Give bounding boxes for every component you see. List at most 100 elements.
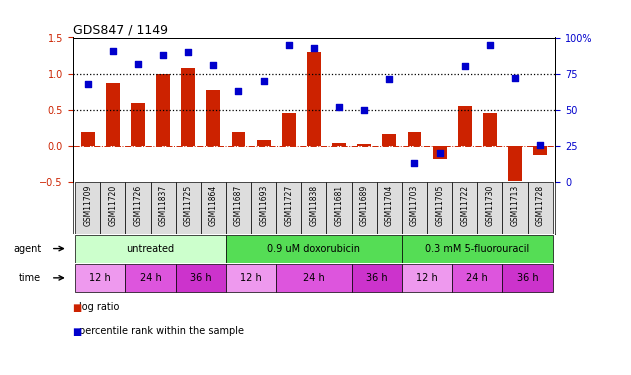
FancyBboxPatch shape [528, 182, 553, 234]
Text: GSM11728: GSM11728 [536, 185, 545, 226]
Bar [508, 146, 522, 181]
FancyBboxPatch shape [175, 264, 226, 292]
Point [435, 150, 445, 156]
Bar [257, 140, 271, 146]
FancyBboxPatch shape [351, 264, 402, 292]
Text: ■: ■ [73, 327, 82, 338]
Text: GSM11864: GSM11864 [209, 185, 218, 226]
FancyBboxPatch shape [151, 182, 175, 234]
Text: 36 h: 36 h [190, 273, 211, 283]
FancyBboxPatch shape [201, 182, 226, 234]
FancyBboxPatch shape [326, 182, 351, 234]
FancyBboxPatch shape [226, 234, 402, 262]
Text: percentile rank within the sample: percentile rank within the sample [79, 326, 244, 336]
FancyBboxPatch shape [126, 182, 151, 234]
Point [158, 52, 168, 58]
Text: log ratio: log ratio [79, 302, 119, 312]
Text: GSM11713: GSM11713 [510, 185, 519, 226]
Text: 12 h: 12 h [240, 273, 262, 283]
Text: GSM11722: GSM11722 [460, 185, 469, 226]
Text: 12 h: 12 h [416, 273, 438, 283]
Text: GSM11703: GSM11703 [410, 185, 419, 226]
FancyBboxPatch shape [226, 182, 251, 234]
Bar [181, 68, 195, 146]
FancyBboxPatch shape [75, 182, 100, 234]
Bar [408, 132, 422, 146]
Text: GSM11725: GSM11725 [184, 185, 192, 226]
Text: agent: agent [13, 244, 41, 254]
Bar [483, 114, 497, 146]
Bar [206, 90, 220, 146]
Point [309, 45, 319, 51]
Text: GSM11689: GSM11689 [360, 185, 369, 226]
Text: GSM11838: GSM11838 [309, 185, 319, 226]
FancyBboxPatch shape [377, 182, 402, 234]
Text: GSM11727: GSM11727 [285, 185, 293, 226]
Text: GSM11693: GSM11693 [259, 185, 268, 226]
FancyBboxPatch shape [276, 182, 302, 234]
Point [183, 49, 193, 55]
Bar [307, 52, 321, 146]
Text: ■: ■ [73, 303, 82, 313]
Text: GSM11704: GSM11704 [385, 185, 394, 226]
Text: GSM11681: GSM11681 [334, 185, 343, 226]
Bar [81, 132, 95, 146]
FancyBboxPatch shape [402, 182, 427, 234]
FancyBboxPatch shape [477, 182, 502, 234]
FancyBboxPatch shape [402, 264, 452, 292]
Text: GSM11687: GSM11687 [234, 185, 243, 226]
FancyBboxPatch shape [351, 182, 377, 234]
Bar [382, 135, 396, 146]
Bar [131, 103, 145, 146]
Text: 36 h: 36 h [366, 273, 387, 283]
Text: 24 h: 24 h [139, 273, 162, 283]
Text: 24 h: 24 h [466, 273, 488, 283]
Text: 0.3 mM 5-fluorouracil: 0.3 mM 5-fluorouracil [425, 244, 529, 254]
FancyBboxPatch shape [427, 182, 452, 234]
FancyBboxPatch shape [452, 182, 477, 234]
Point [133, 60, 143, 66]
FancyBboxPatch shape [226, 264, 276, 292]
Text: GSM11726: GSM11726 [133, 185, 143, 226]
FancyBboxPatch shape [402, 234, 553, 262]
Point [284, 42, 294, 48]
Point [108, 48, 118, 54]
Text: time: time [19, 273, 41, 283]
FancyBboxPatch shape [75, 234, 226, 262]
FancyBboxPatch shape [452, 264, 502, 292]
Bar [282, 114, 296, 146]
Point [384, 76, 394, 82]
FancyBboxPatch shape [75, 264, 126, 292]
Bar [332, 143, 346, 146]
Text: GSM11709: GSM11709 [83, 185, 92, 226]
Point [410, 160, 420, 166]
Bar [458, 105, 472, 146]
Bar [232, 132, 245, 146]
Point [334, 104, 344, 110]
Text: GSM11705: GSM11705 [435, 185, 444, 226]
Text: 24 h: 24 h [303, 273, 325, 283]
Point [359, 107, 369, 113]
Text: GSM11730: GSM11730 [485, 185, 495, 226]
Text: 36 h: 36 h [517, 273, 538, 283]
Point [259, 78, 269, 84]
Text: GDS847 / 1149: GDS847 / 1149 [73, 23, 168, 36]
FancyBboxPatch shape [502, 264, 553, 292]
Point [535, 142, 545, 148]
FancyBboxPatch shape [302, 182, 326, 234]
Bar [156, 74, 170, 146]
Text: GSM11720: GSM11720 [109, 185, 117, 226]
FancyBboxPatch shape [126, 264, 175, 292]
FancyBboxPatch shape [251, 182, 276, 234]
Point [510, 75, 520, 81]
Bar [533, 146, 547, 156]
Point [208, 62, 218, 68]
Text: GSM11837: GSM11837 [158, 185, 168, 226]
FancyBboxPatch shape [175, 182, 201, 234]
Point [233, 88, 244, 94]
Bar [357, 144, 371, 146]
FancyBboxPatch shape [502, 182, 528, 234]
Point [460, 63, 470, 69]
Text: 0.9 uM doxorubicin: 0.9 uM doxorubicin [268, 244, 360, 254]
Bar [106, 83, 120, 146]
